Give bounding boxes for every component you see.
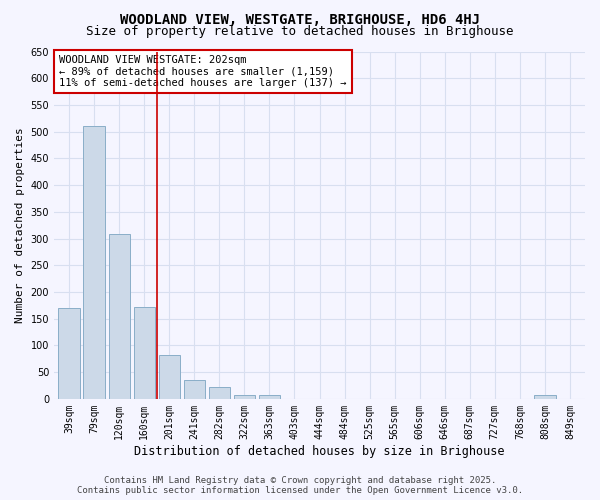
Bar [184,380,205,399]
Y-axis label: Number of detached properties: Number of detached properties [15,128,25,323]
Text: WOODLAND VIEW WESTGATE: 202sqm
← 89% of detached houses are smaller (1,159)
11% : WOODLAND VIEW WESTGATE: 202sqm ← 89% of … [59,55,347,88]
Text: Contains HM Land Registry data © Crown copyright and database right 2025.
Contai: Contains HM Land Registry data © Crown c… [77,476,523,495]
Bar [134,307,155,399]
Bar [209,387,230,399]
Text: Size of property relative to detached houses in Brighouse: Size of property relative to detached ho… [86,25,514,38]
Bar [58,308,80,399]
Bar [109,234,130,399]
Bar [158,355,180,399]
Bar [259,394,280,399]
Bar [83,126,105,399]
X-axis label: Distribution of detached houses by size in Brighouse: Distribution of detached houses by size … [134,444,505,458]
Bar [234,394,255,399]
Bar [534,395,556,399]
Text: WOODLAND VIEW, WESTGATE, BRIGHOUSE, HD6 4HJ: WOODLAND VIEW, WESTGATE, BRIGHOUSE, HD6 … [120,12,480,26]
